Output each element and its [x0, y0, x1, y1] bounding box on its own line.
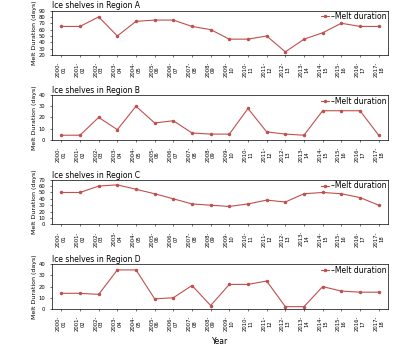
–Melt duration [283, 305, 288, 309]
–Melt duration [134, 187, 138, 191]
–Melt duration [115, 268, 120, 272]
Y-axis label: Melt Duration (days): Melt Duration (days) [32, 254, 37, 319]
–Melt duration [152, 297, 157, 301]
Line: –Melt duration: –Melt duration [60, 105, 380, 136]
–Melt duration [152, 192, 157, 196]
–Melt duration [171, 197, 176, 201]
–Melt duration [302, 192, 306, 196]
–Melt duration [208, 27, 213, 32]
–Melt duration [190, 131, 194, 135]
Line: –Melt duration: –Melt duration [60, 184, 380, 207]
–Melt duration [96, 15, 101, 19]
–Melt duration [171, 119, 176, 123]
–Melt duration [78, 133, 82, 137]
Legend: –Melt duration: –Melt duration [321, 181, 386, 190]
X-axis label: Year: Year [212, 337, 228, 346]
–Melt duration [302, 305, 306, 309]
–Melt duration [134, 104, 138, 108]
–Melt duration [339, 21, 344, 25]
Text: Ice shelves in Region A: Ice shelves in Region A [52, 1, 140, 11]
–Melt duration [358, 108, 362, 113]
Line: –Melt duration: –Melt duration [60, 269, 380, 308]
–Melt duration [227, 204, 232, 208]
–Melt duration [358, 290, 362, 294]
–Melt duration [246, 202, 250, 206]
–Melt duration [190, 202, 194, 206]
–Melt duration [59, 190, 64, 194]
–Melt duration [78, 291, 82, 296]
Legend: –Melt duration: –Melt duration [321, 97, 386, 106]
–Melt duration [115, 34, 120, 38]
–Melt duration [376, 24, 381, 28]
–Melt duration [208, 303, 213, 307]
Y-axis label: Melt Duration (days): Melt Duration (days) [32, 85, 37, 150]
Y-axis label: Melt Duration (days): Melt Duration (days) [32, 170, 37, 234]
–Melt duration [190, 24, 194, 28]
–Melt duration [264, 130, 269, 134]
–Melt duration [96, 292, 101, 297]
–Melt duration [190, 283, 194, 287]
Text: Ice shelves in Region C: Ice shelves in Region C [52, 171, 140, 180]
–Melt duration [283, 200, 288, 204]
–Melt duration [376, 290, 381, 294]
–Melt duration [320, 285, 325, 289]
Line: –Melt duration: –Melt duration [60, 16, 380, 53]
–Melt duration [134, 268, 138, 272]
–Melt duration [358, 24, 362, 28]
–Melt duration [227, 282, 232, 286]
–Melt duration [302, 37, 306, 41]
–Melt duration [339, 108, 344, 113]
–Melt duration [59, 291, 64, 296]
–Melt duration [358, 196, 362, 200]
–Melt duration [208, 132, 213, 136]
–Melt duration [283, 50, 288, 54]
–Melt duration [171, 296, 176, 300]
–Melt duration [78, 190, 82, 194]
–Melt duration [264, 198, 269, 202]
–Melt duration [320, 108, 325, 113]
–Melt duration [115, 183, 120, 187]
–Melt duration [78, 24, 82, 28]
–Melt duration [115, 127, 120, 132]
–Melt duration [59, 24, 64, 28]
–Melt duration [376, 203, 381, 207]
Y-axis label: Melt Duration (days): Melt Duration (days) [32, 0, 37, 65]
Text: Ice shelves in Region B: Ice shelves in Region B [52, 86, 140, 95]
–Melt duration [246, 282, 250, 286]
Legend: –Melt duration: –Melt duration [321, 12, 386, 21]
–Melt duration [283, 132, 288, 136]
–Melt duration [264, 279, 269, 283]
–Melt duration [339, 289, 344, 293]
–Melt duration [246, 37, 250, 41]
Text: Ice shelves in Region D: Ice shelves in Region D [52, 255, 141, 264]
–Melt duration [227, 37, 232, 41]
–Melt duration [320, 31, 325, 35]
–Melt duration [320, 190, 325, 194]
–Melt duration [96, 184, 101, 188]
–Melt duration [339, 192, 344, 196]
–Melt duration [208, 203, 213, 207]
–Melt duration [134, 19, 138, 24]
–Melt duration [227, 132, 232, 136]
–Melt duration [171, 18, 176, 22]
–Melt duration [96, 115, 101, 119]
–Melt duration [246, 106, 250, 111]
–Melt duration [59, 133, 64, 137]
–Melt duration [152, 121, 157, 125]
–Melt duration [152, 18, 157, 22]
–Melt duration [302, 133, 306, 137]
–Melt duration [376, 133, 381, 137]
Legend: –Melt duration: –Melt duration [321, 266, 386, 275]
–Melt duration [264, 34, 269, 38]
